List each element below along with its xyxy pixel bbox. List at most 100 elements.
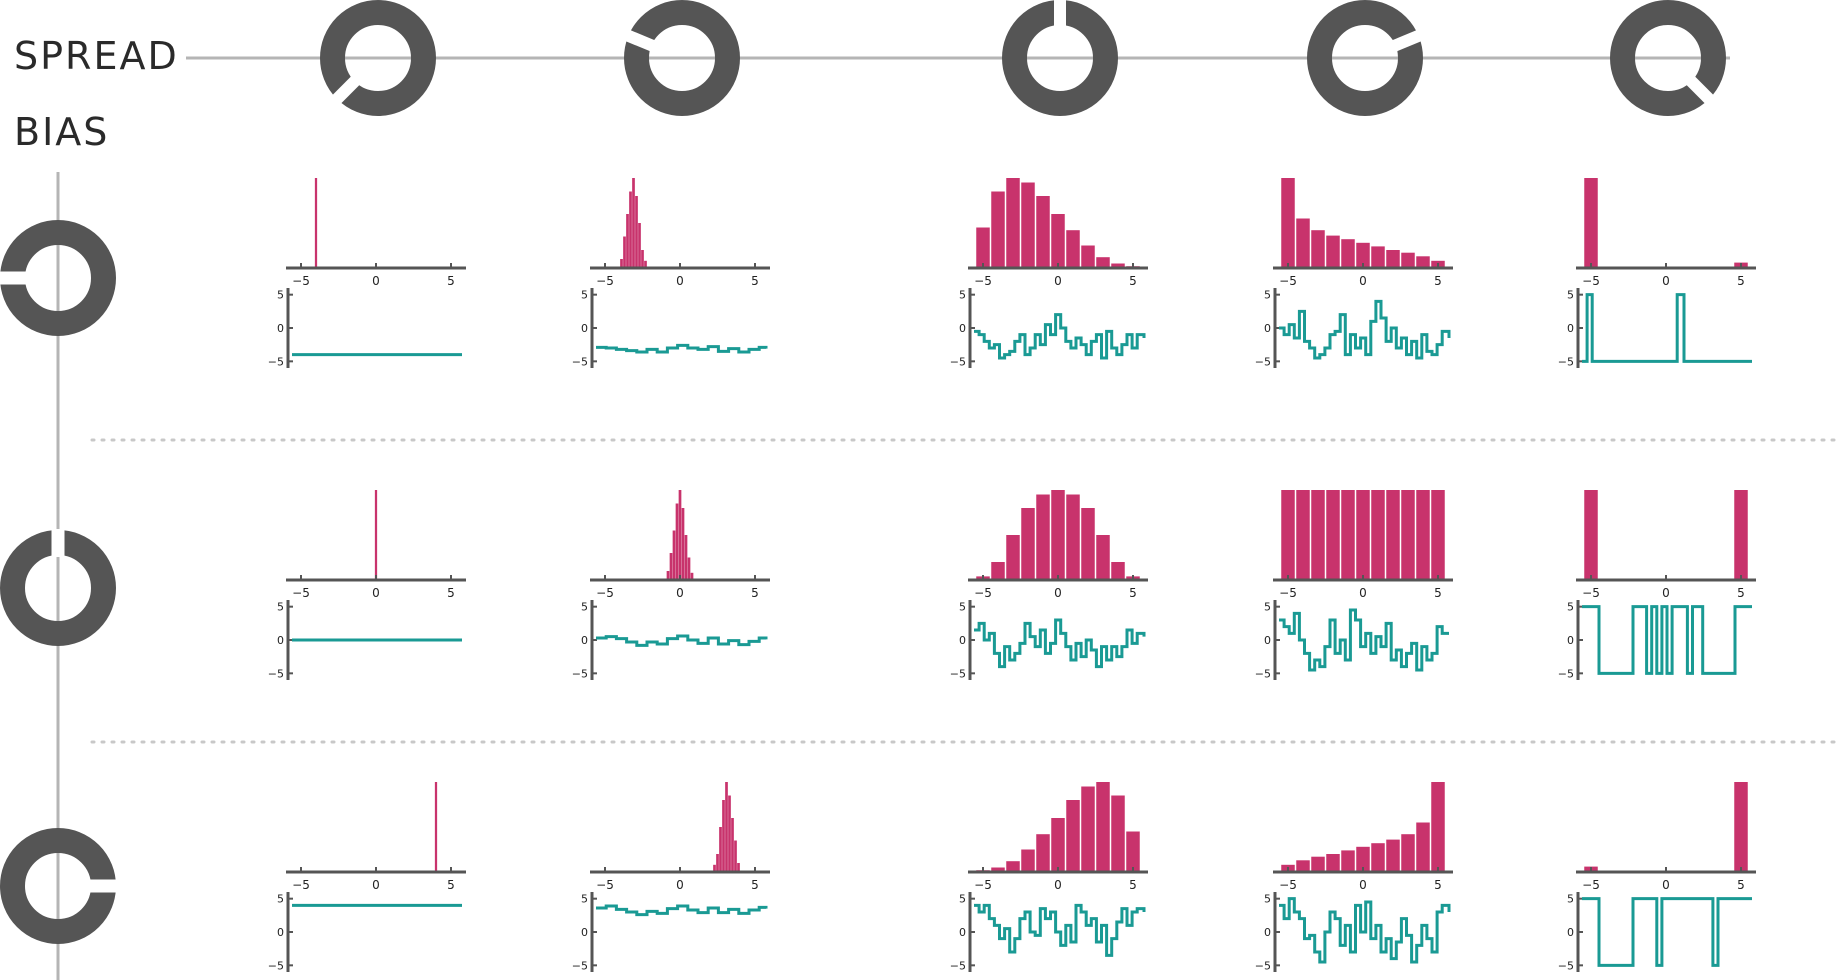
histogram-bar (638, 223, 641, 268)
histogram-bar (976, 227, 990, 268)
histogram-bar (1051, 214, 1065, 268)
mini-chart-r2-c4: −5 0 5 5 0 −5 (1255, 490, 1453, 680)
histogram-bar (1356, 242, 1370, 268)
x-tick-label: 0 (1359, 586, 1367, 600)
y-tick-label: 5 (959, 289, 966, 302)
histogram-bar (1431, 782, 1445, 872)
x-tick-label: 5 (751, 878, 759, 892)
y-tick-label: −5 (572, 667, 588, 680)
histogram-bar (1326, 235, 1340, 268)
x-tick-label: −5 (1279, 274, 1297, 288)
mini-chart-r2-c5: −5 0 5 5 0 −5 (1558, 490, 1756, 680)
x-tick-label: 5 (1737, 878, 1745, 892)
histogram-bar (1311, 856, 1325, 872)
x-tick-label: 0 (1054, 586, 1062, 600)
histogram-bar (991, 562, 1005, 580)
x-tick-label: 5 (1129, 878, 1137, 892)
x-tick-label: 5 (751, 274, 759, 288)
histogram-bar (666, 571, 670, 580)
histogram-bar (1051, 490, 1065, 580)
histogram-bar (684, 535, 688, 580)
mini-chart-r2-c1: −5 0 5 5 0 −5 (268, 490, 466, 680)
histogram-bar (1371, 843, 1385, 872)
histogram-bar (690, 572, 694, 580)
histogram-bar (1386, 490, 1400, 580)
histogram-bar (1416, 490, 1430, 580)
knob-ring (1307, 0, 1423, 116)
histogram-bar (623, 236, 626, 268)
histogram-bar (1356, 490, 1370, 580)
histogram-bar (1006, 178, 1020, 268)
histogram-bar (374, 490, 378, 580)
x-tick-label: −5 (1279, 878, 1297, 892)
x-tick-label: 5 (1434, 586, 1442, 600)
x-tick-label: 0 (1359, 878, 1367, 892)
histogram-bar (1386, 839, 1400, 872)
histogram-bar (1371, 246, 1385, 268)
y-tick-label: −5 (1558, 959, 1574, 972)
y-tick-label: 5 (1567, 893, 1574, 906)
y-tick-label: −5 (950, 667, 966, 680)
trace-line (1582, 293, 1752, 363)
histogram-bar (1021, 182, 1035, 268)
bias-label: BIAS (14, 110, 110, 154)
y-tick-label: 5 (277, 893, 284, 906)
x-tick-label: 5 (1434, 274, 1442, 288)
histogram-bar (672, 530, 676, 580)
x-tick-label: 0 (1359, 274, 1367, 288)
histogram-bar (1081, 786, 1095, 872)
y-tick-label: 5 (581, 893, 588, 906)
y-tick-label: 5 (1264, 289, 1271, 302)
y-tick-label: −5 (268, 667, 284, 680)
histogram-bar (1584, 178, 1598, 268)
histogram-bar (1281, 178, 1295, 268)
histogram-bar (719, 827, 722, 872)
histogram-bar (1584, 490, 1598, 580)
x-tick-label: 5 (1129, 274, 1137, 288)
histogram-bar (728, 795, 731, 872)
trace-line (596, 343, 768, 354)
y-tick-label: 0 (277, 634, 284, 647)
histogram-bar (1326, 854, 1340, 872)
y-tick-label: −5 (572, 959, 588, 972)
y-tick-label: −5 (268, 355, 284, 368)
histogram-bar (1401, 834, 1415, 872)
y-tick-label: −5 (1255, 959, 1271, 972)
histogram-bar (675, 503, 679, 580)
histogram-bar (1326, 490, 1340, 580)
histogram-bar (626, 214, 629, 268)
histogram-bar (1066, 230, 1080, 268)
x-tick-label: −5 (596, 274, 614, 288)
histogram-bar (1281, 490, 1295, 580)
x-tick-label: 0 (1054, 274, 1062, 288)
trace-line (974, 313, 1146, 360)
histogram-bar (1341, 239, 1355, 268)
x-tick-label: −5 (974, 274, 992, 288)
histogram-bar (1081, 245, 1095, 268)
y-tick-label: 0 (1567, 322, 1574, 335)
spread-knob-1-icon (320, 0, 436, 116)
y-tick-label: 5 (1264, 601, 1271, 614)
x-tick-label: 5 (1129, 586, 1137, 600)
knob-ring (1610, 0, 1726, 116)
spread-knob-4-icon (1307, 0, 1423, 116)
histogram-bar (737, 863, 740, 872)
x-tick-label: 0 (372, 586, 380, 600)
histogram-bar (1431, 490, 1445, 580)
x-tick-label: 0 (676, 586, 684, 600)
trace-line (1279, 897, 1451, 964)
histogram-bar (1401, 490, 1415, 580)
y-tick-label: −5 (950, 355, 966, 368)
y-tick-label: 5 (1567, 601, 1574, 614)
trace-line (1582, 605, 1752, 675)
histogram-bar (1111, 795, 1125, 872)
y-tick-label: −5 (1558, 667, 1574, 680)
y-tick-label: 0 (581, 634, 588, 647)
histogram-bar (731, 818, 734, 872)
histogram-bar (678, 490, 682, 580)
y-tick-label: 0 (581, 322, 588, 335)
mini-chart-r1-c3: −5 0 5 5 0 −5 (950, 178, 1148, 368)
x-tick-label: −5 (974, 878, 992, 892)
